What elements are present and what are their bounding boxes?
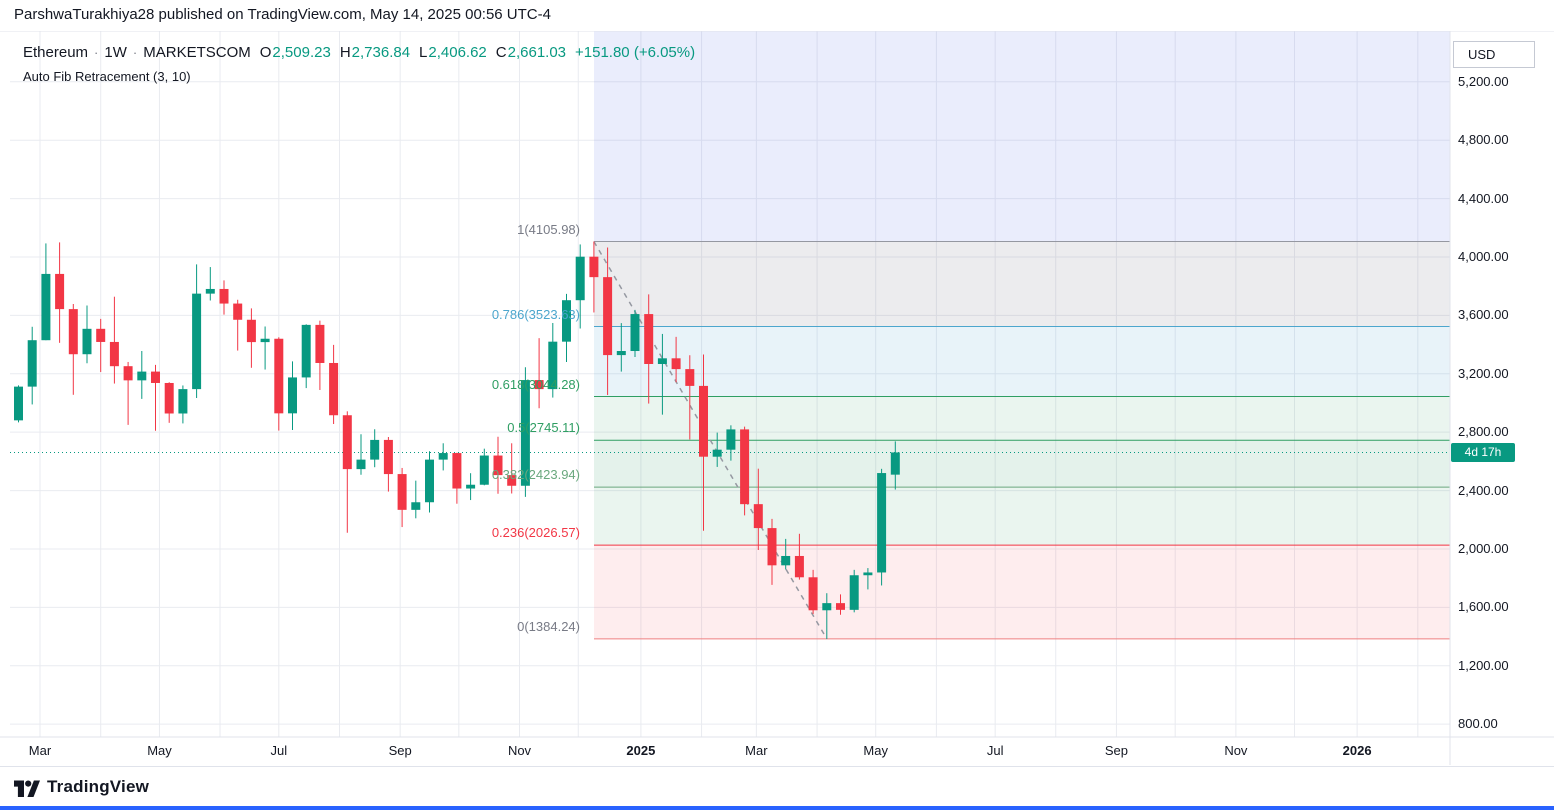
indicator-name: Auto Fib Retracement (3, 10) (23, 69, 191, 84)
fib-trendline (593, 241, 828, 640)
tradingview-brand-text: TradingView (47, 776, 150, 796)
tradingview-logo-link[interactable]: TradingView (14, 777, 149, 797)
fib-zones-layer (594, 31, 1450, 640)
separator-dot: · (94, 45, 99, 60)
low-value: 2,406.62 (428, 44, 487, 61)
low-label: L (419, 44, 428, 61)
close-value: 2,661.03 (507, 44, 567, 61)
open-value: 2,509.23 (272, 44, 331, 61)
bottom-accent-bar (0, 806, 1554, 810)
high-value: 2,736.84 (351, 44, 411, 61)
indicator-legend-row[interactable]: Auto Fib Retracement (3, 10) (23, 69, 695, 84)
pane-borders (0, 30, 1554, 765)
footer-bar: TradingView (0, 766, 1554, 806)
exchange-label: MARKETSCOM (143, 44, 251, 61)
interval-label: 1W (104, 44, 127, 61)
high-label: H (339, 44, 351, 61)
grid-layer (10, 31, 1450, 737)
candles-layer (14, 241, 900, 639)
legend: Ethereum · 1W · MARKETSCOM O2,509.23 H2,736.84… (23, 42, 695, 84)
open-label: O (259, 44, 272, 61)
tradingview-logo-icon (14, 780, 40, 797)
change-value: +151.80 (+6.05%) (575, 44, 696, 61)
symbol-name: Ethereum (23, 44, 89, 61)
header-text: ParshwaTurakhiya28 published on TradingV… (14, 6, 551, 23)
close-label: C (495, 44, 507, 61)
separator-dot: · (132, 45, 138, 60)
symbol-legend-row[interactable]: Ethereum · 1W · MARKETSCOM O2,509.23 H2,736.84… (23, 42, 695, 63)
header-bar: ParshwaTurakhiya28 published on TradingV… (0, 0, 1554, 31)
